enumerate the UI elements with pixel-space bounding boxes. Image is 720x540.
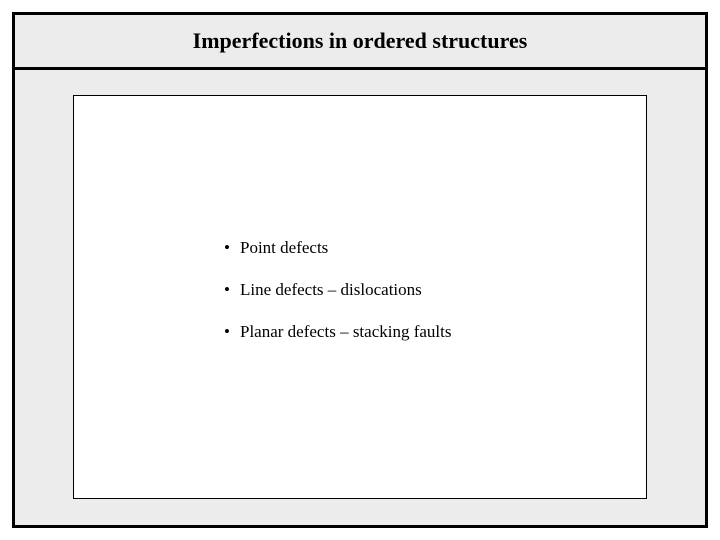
content-box: • Point defects • Line defects – disloca… <box>73 95 647 499</box>
bullet-item: • Planar defects – stacking faults <box>224 322 646 342</box>
bullet-item: • Point defects <box>224 238 646 258</box>
bullet-dot-icon: • <box>224 238 240 258</box>
bullet-dot-icon: • <box>224 280 240 300</box>
bullet-text: Line defects – dislocations <box>240 280 422 300</box>
slide-title: Imperfections in ordered structures <box>193 28 528 54</box>
bullet-text: Planar defects – stacking faults <box>240 322 452 342</box>
outer-frame: Imperfections in ordered structures • Po… <box>12 12 708 528</box>
bullet-item: • Line defects – dislocations <box>224 280 646 300</box>
bullet-text: Point defects <box>240 238 328 258</box>
bullet-dot-icon: • <box>224 322 240 342</box>
title-bar: Imperfections in ordered structures <box>12 12 708 70</box>
